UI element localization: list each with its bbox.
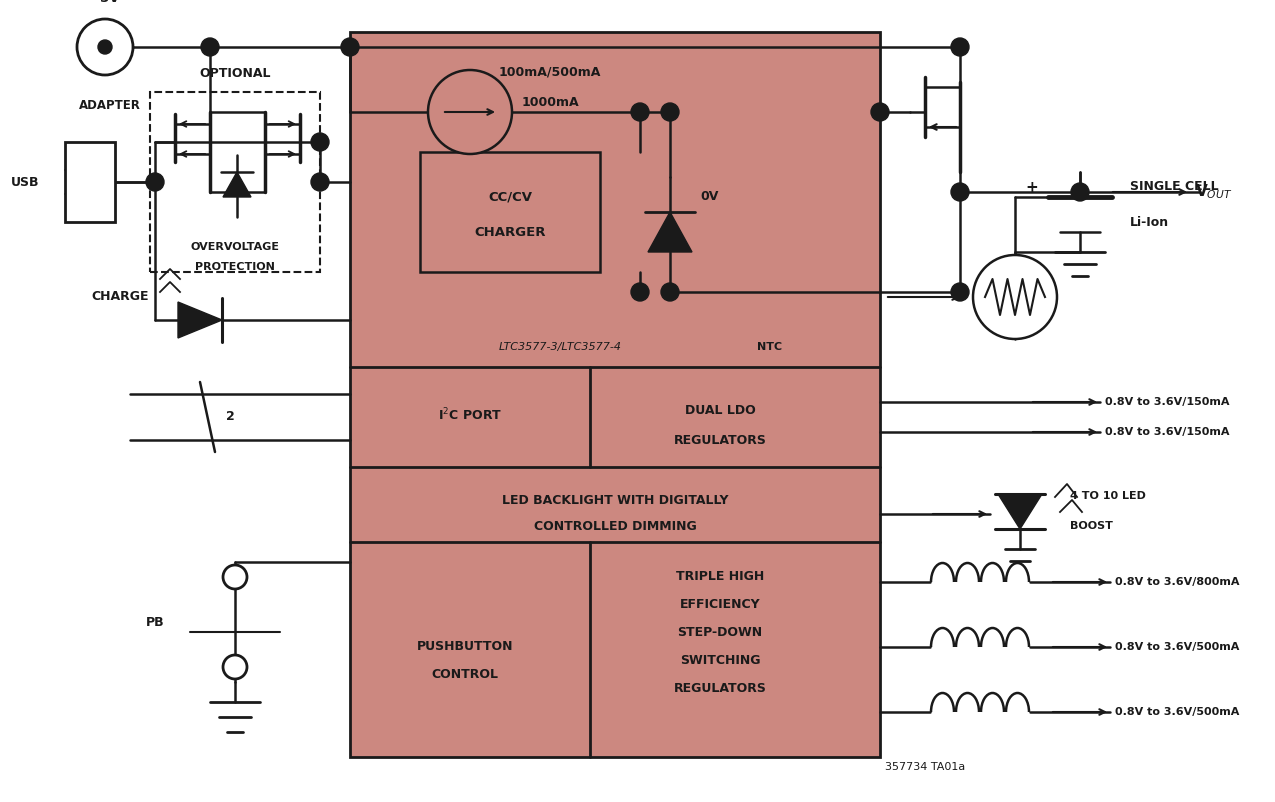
Text: REGULATORS: REGULATORS: [673, 683, 766, 695]
Circle shape: [311, 173, 329, 191]
Text: 0.8V to 3.6V/800mA: 0.8V to 3.6V/800mA: [1116, 577, 1239, 587]
Text: 0.8V to 3.6V/150mA: 0.8V to 3.6V/150mA: [1105, 397, 1229, 407]
Text: V$_{OUT}$: V$_{OUT}$: [1195, 183, 1233, 201]
Bar: [65, 142, 115, 222]
Circle shape: [201, 38, 219, 56]
Text: CHARGER: CHARGER: [474, 225, 546, 238]
Circle shape: [428, 70, 513, 154]
Text: 1000mA: 1000mA: [521, 95, 579, 108]
Text: +: +: [1025, 180, 1038, 195]
Circle shape: [951, 283, 969, 301]
Circle shape: [311, 133, 329, 151]
Text: DUAL LDO: DUAL LDO: [685, 403, 755, 416]
Text: 2: 2: [226, 411, 235, 423]
Bar: [419, 152, 601, 272]
Text: SINGLE CELL: SINGLE CELL: [1130, 180, 1219, 193]
Circle shape: [951, 183, 969, 201]
Text: 0.8V to 3.6V/500mA: 0.8V to 3.6V/500mA: [1116, 642, 1239, 652]
Text: OPTIONAL: OPTIONAL: [199, 67, 270, 80]
Text: CHARGE: CHARGE: [92, 290, 149, 303]
Text: BOOST: BOOST: [1070, 521, 1113, 531]
Polygon shape: [223, 172, 251, 197]
Text: 100mA/500mA: 100mA/500mA: [499, 66, 602, 79]
Text: REGULATORS: REGULATORS: [673, 434, 766, 447]
Polygon shape: [179, 302, 222, 338]
Circle shape: [973, 255, 1057, 339]
Text: 0.8V to 3.6V/150mA: 0.8V to 3.6V/150mA: [1105, 427, 1229, 437]
Circle shape: [98, 40, 112, 54]
Text: 357734 TA01a: 357734 TA01a: [885, 762, 965, 772]
Text: 0.8V to 3.6V/500mA: 0.8V to 3.6V/500mA: [1116, 707, 1239, 717]
Circle shape: [951, 38, 969, 56]
Polygon shape: [998, 494, 1042, 529]
Text: LED BACKLIGHT WITH DIGITALLY: LED BACKLIGHT WITH DIGITALLY: [502, 493, 728, 507]
Text: PB: PB: [145, 615, 164, 629]
Circle shape: [660, 283, 680, 301]
Text: I$^2$C PORT: I$^2$C PORT: [437, 407, 502, 423]
Text: ADAPTER: ADAPTER: [79, 99, 142, 112]
Text: OVERVOLTAGE: OVERVOLTAGE: [190, 242, 279, 252]
Circle shape: [340, 38, 360, 56]
Text: STEP-DOWN: STEP-DOWN: [677, 626, 762, 639]
Text: CONTROLLED DIMMING: CONTROLLED DIMMING: [534, 520, 696, 533]
Circle shape: [223, 655, 247, 679]
Circle shape: [631, 103, 649, 121]
Circle shape: [660, 103, 680, 121]
Text: NTC: NTC: [757, 342, 783, 352]
Text: CC/CV: CC/CV: [488, 191, 532, 204]
Text: PUSHBUTTON: PUSHBUTTON: [417, 641, 514, 654]
Circle shape: [147, 173, 164, 191]
Text: Li-Ion: Li-Ion: [1130, 216, 1169, 229]
Text: 5V: 5V: [101, 0, 120, 5]
Circle shape: [1071, 183, 1089, 201]
Text: SWITCHING: SWITCHING: [680, 654, 760, 667]
Text: 4 TO 10 LED: 4 TO 10 LED: [1070, 491, 1146, 501]
Polygon shape: [648, 212, 692, 252]
Circle shape: [871, 103, 889, 121]
Circle shape: [223, 565, 247, 589]
Text: LTC3577-3/LTC3577-4: LTC3577-3/LTC3577-4: [499, 342, 621, 352]
Text: CONTROL: CONTROL: [431, 667, 499, 681]
Text: EFFICIENCY: EFFICIENCY: [680, 598, 760, 611]
Bar: [351, 32, 880, 757]
Text: USB: USB: [10, 176, 40, 188]
Circle shape: [76, 19, 133, 75]
Text: 0V: 0V: [700, 191, 718, 204]
Bar: [150, 92, 320, 272]
Circle shape: [631, 283, 649, 301]
Text: PROTECTION: PROTECTION: [195, 262, 275, 272]
Text: TRIPLE HIGH: TRIPLE HIGH: [676, 570, 764, 584]
